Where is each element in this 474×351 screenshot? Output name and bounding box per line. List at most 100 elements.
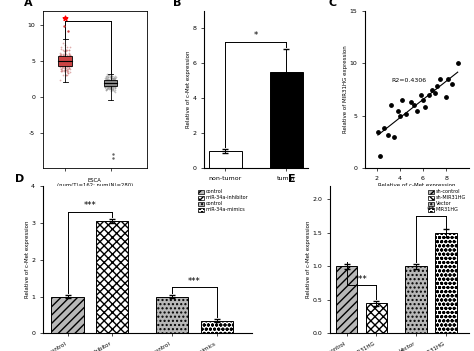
Point: [109, 76, 117, 81]
Point: [62, 15, 69, 21]
Point: [58, 61, 65, 67]
Point: [110, 75, 118, 80]
Point: [108, 79, 116, 85]
Point: [104, 85, 112, 91]
Point: [374, 129, 382, 134]
Point: [108, 77, 115, 83]
Point: [63, 72, 71, 77]
Point: [110, 81, 118, 86]
Point: [107, 78, 114, 84]
Point: [110, 82, 118, 88]
Point: [108, 84, 115, 90]
Point: [104, 85, 112, 90]
Point: [60, 57, 68, 63]
Point: [384, 132, 392, 138]
Point: [108, 78, 115, 84]
Point: [112, 74, 119, 80]
Point: [454, 60, 462, 66]
Point: [59, 60, 66, 66]
Point: [110, 82, 118, 87]
Text: D: D: [16, 174, 25, 184]
Point: [396, 113, 404, 119]
Point: [109, 87, 116, 92]
Point: [390, 134, 398, 140]
Point: [61, 55, 69, 61]
Point: [103, 78, 110, 83]
Point: [419, 97, 427, 103]
Point: [103, 80, 111, 86]
Point: [105, 81, 112, 87]
Point: [111, 81, 118, 87]
Point: [57, 47, 64, 52]
Point: [64, 70, 72, 76]
Point: [107, 83, 115, 88]
Point: [108, 77, 115, 82]
Point: [103, 86, 111, 92]
Text: ***: ***: [83, 201, 96, 210]
Point: [59, 54, 67, 59]
Point: [109, 81, 117, 86]
Point: [58, 60, 65, 66]
Point: [107, 78, 115, 83]
Point: [60, 61, 68, 67]
Point: [108, 82, 115, 88]
Point: [111, 85, 119, 91]
Point: [425, 92, 433, 98]
Bar: [201, 320, 233, 333]
Point: [58, 68, 65, 74]
Point: [65, 47, 73, 53]
Text: R2=0.4306: R2=0.4306: [391, 78, 426, 82]
Point: [111, 83, 119, 88]
Point: [60, 59, 67, 65]
Point: [65, 57, 73, 62]
Point: [111, 80, 119, 85]
Point: [107, 86, 114, 92]
Point: [64, 28, 72, 33]
Point: [66, 54, 74, 60]
Point: [65, 47, 73, 52]
Point: [102, 77, 110, 83]
Point: [66, 55, 73, 61]
Point: [376, 153, 384, 159]
Point: [56, 58, 64, 63]
Point: [445, 76, 452, 82]
Point: [105, 78, 113, 84]
Point: [428, 87, 436, 92]
Point: [101, 82, 109, 88]
Point: [108, 80, 116, 86]
Point: [112, 79, 119, 85]
Text: ***: ***: [188, 277, 201, 286]
Point: [56, 77, 64, 82]
Point: [106, 81, 113, 86]
Point: [103, 80, 111, 86]
Point: [107, 77, 115, 83]
Point: [101, 83, 109, 88]
Point: [64, 66, 71, 72]
Point: [106, 84, 113, 90]
Point: [109, 76, 117, 82]
Point: [58, 65, 66, 70]
Point: [63, 67, 71, 72]
Bar: [156, 297, 188, 333]
Point: [111, 73, 119, 79]
Point: [111, 77, 119, 82]
Point: [106, 81, 114, 87]
Point: [109, 83, 117, 88]
Point: [65, 51, 73, 56]
Point: [66, 60, 74, 66]
Point: [448, 81, 456, 87]
Point: [66, 56, 73, 62]
Point: [110, 88, 118, 94]
Point: [103, 76, 111, 81]
Point: [437, 76, 444, 82]
Point: [102, 73, 109, 78]
Point: [408, 99, 415, 105]
Point: [105, 73, 113, 78]
Point: [108, 83, 116, 89]
Point: [65, 51, 73, 57]
Point: [56, 50, 64, 55]
Point: [103, 78, 110, 84]
Point: [60, 56, 68, 62]
Point: [56, 62, 64, 68]
Point: [64, 56, 71, 61]
